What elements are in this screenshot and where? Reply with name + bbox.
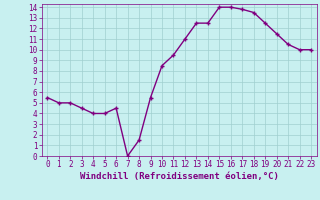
X-axis label: Windchill (Refroidissement éolien,°C): Windchill (Refroidissement éolien,°C) xyxy=(80,172,279,181)
